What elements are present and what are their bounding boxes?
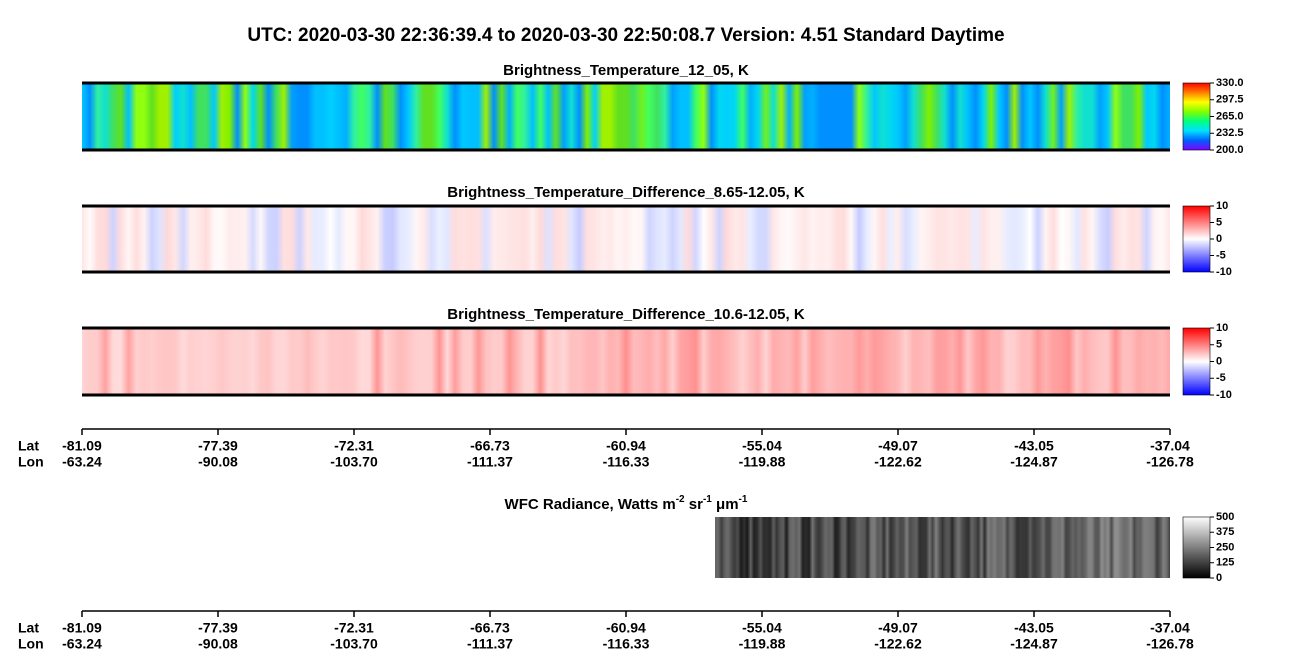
data-image: [82, 328, 1170, 395]
figure-title: UTC: 2020-03-30 22:36:39.4 to 2020-03-30…: [247, 25, 1004, 46]
data-image: [715, 517, 1170, 578]
colorbar-tick-label: 10: [1216, 322, 1228, 334]
lon-tick-label: -111.37: [467, 636, 513, 652]
lon-tick-label: -63.24: [62, 454, 102, 470]
colorbar-tick-label: 200.0: [1216, 144, 1244, 156]
colorbar-tick-label: -10: [1216, 266, 1232, 278]
title-part: μm: [712, 496, 739, 513]
colorbar-tick-label: 330.0: [1216, 77, 1244, 89]
lon-tick-label: -90.08: [198, 454, 238, 470]
lat-tick-label: -77.39: [198, 438, 238, 454]
lat-tick-label: -60.94: [606, 620, 646, 636]
lon-label: Lon: [18, 454, 44, 470]
colorbar: [1182, 82, 1211, 151]
lon-tick-label: -103.70: [330, 636, 378, 652]
lat-tick-label: -37.04: [1150, 620, 1190, 636]
data-image: [82, 83, 1170, 150]
lat-tick-label: -72.31: [334, 620, 374, 636]
colorbar-tick-label: 232.5: [1216, 127, 1244, 139]
colorbar-tick-label: 0: [1216, 572, 1222, 584]
lat-tick-label: -55.04: [742, 438, 782, 454]
colorbar-tick-label: -10: [1216, 389, 1232, 401]
lon-tick-label: -111.37: [467, 454, 513, 470]
title-part: WFC Radiance, Watts m: [505, 496, 676, 513]
colorbar-tick-label: 5: [1216, 216, 1222, 228]
lon-tick-label: -119.88: [739, 636, 786, 652]
lat-tick-label: -81.09: [62, 438, 102, 454]
lat-tick-label: -55.04: [742, 620, 782, 636]
lon-tick-label: -119.88: [739, 454, 786, 470]
lat-tick-label: -37.04: [1150, 438, 1190, 454]
lon-tick-label: -124.87: [1010, 636, 1058, 652]
colorbar-tick-label: 375: [1216, 526, 1234, 538]
lon-tick-label: -90.08: [198, 636, 238, 652]
lat-tick-label: -66.73: [470, 620, 510, 636]
lon-tick-label: -103.70: [330, 454, 378, 470]
colorbar-tick-label: 265.0: [1216, 110, 1244, 122]
colorbar: [1182, 327, 1211, 396]
title-part: -1: [739, 494, 748, 505]
title-part: sr: [685, 496, 704, 513]
lat-label: Lat: [18, 620, 39, 636]
lat-tick-label: -49.07: [878, 620, 918, 636]
colorbar-tick-label: 297.5: [1216, 94, 1244, 106]
lat-tick-label: -49.07: [878, 438, 918, 454]
panel-title: Brightness_Temperature_12_05, K: [503, 62, 749, 79]
lon-tick-label: -116.33: [603, 454, 650, 470]
colorbar-tick-label: 250: [1216, 541, 1234, 553]
lon-label: Lon: [18, 636, 44, 652]
title-part: -2: [676, 494, 685, 505]
lat-tick-label: -43.05: [1014, 620, 1054, 636]
lon-tick-label: -116.33: [603, 636, 650, 652]
colorbar-tick-label: 5: [1216, 339, 1222, 351]
lon-tick-label: -126.78: [1146, 454, 1194, 470]
colorbar-tick-label: -5: [1216, 372, 1226, 384]
lon-tick-label: -122.62: [874, 636, 922, 652]
lat-tick-label: -66.73: [470, 438, 510, 454]
panel-title: Brightness_Temperature_Difference_10.6-1…: [447, 306, 805, 323]
lon-tick-label: -63.24: [62, 636, 102, 652]
lat-tick-label: -43.05: [1014, 438, 1054, 454]
lat-tick-label: -81.09: [62, 620, 102, 636]
title-part: -1: [703, 494, 712, 505]
colorbar: [1182, 205, 1211, 273]
lon-tick-label: -124.87: [1010, 454, 1058, 470]
colorbar-tick-label: 10: [1216, 200, 1228, 212]
colorbar-tick-label: 0: [1216, 233, 1222, 245]
lat-tick-label: -72.31: [334, 438, 374, 454]
lat-tick-label: -60.94: [606, 438, 646, 454]
colorbar-tick-label: 0: [1216, 355, 1222, 367]
lon-tick-label: -122.62: [874, 454, 922, 470]
colorbar-tick-label: 125: [1216, 557, 1234, 569]
lon-tick-label: -126.78: [1146, 636, 1194, 652]
lat-tick-label: -77.39: [198, 620, 238, 636]
panel-title: WFC Radiance, Watts m-2 sr-1 μm-1: [505, 494, 748, 513]
panel-title: Brightness_Temperature_Difference_8.65-1…: [447, 184, 805, 201]
colorbar-tick-label: -5: [1216, 249, 1226, 261]
colorbar: [1182, 516, 1211, 579]
colorbar-tick-label: 500: [1216, 511, 1234, 523]
data-image: [82, 206, 1170, 272]
lat-label: Lat: [18, 438, 39, 454]
